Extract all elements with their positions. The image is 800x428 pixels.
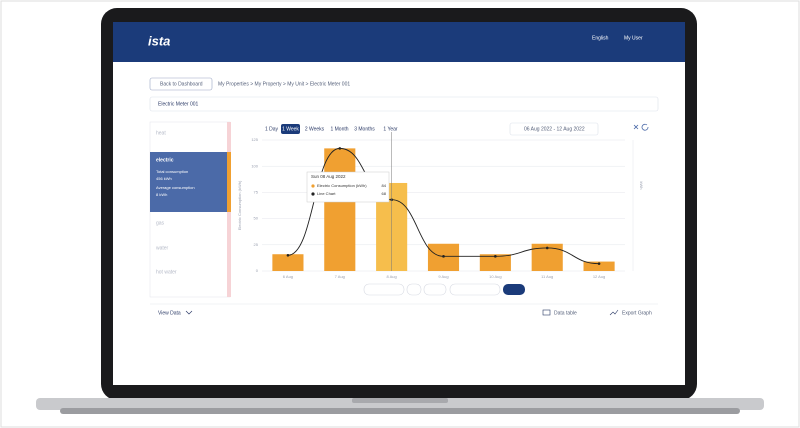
sidebar-detail: 456 kWh — [156, 176, 172, 181]
chart: 1 Day 1 Week 2 Weeks 1 Month 3 Months 1 Year 0… — [237, 124, 644, 279]
export-icon — [609, 309, 619, 316]
line-point — [286, 253, 290, 257]
laptop-notch — [352, 398, 448, 403]
period-label[interactable]: 1 Year — [383, 126, 398, 132]
bar — [583, 261, 615, 271]
header — [113, 22, 685, 62]
pager-pill[interactable] — [406, 283, 422, 296]
line-point — [338, 147, 342, 150]
tooltip-swatch — [311, 184, 315, 188]
period-button[interactable] — [262, 124, 281, 134]
period-label[interactable]: 1 Day — [265, 126, 279, 132]
pager-pill[interactable] — [449, 283, 501, 296]
period-button[interactable] — [330, 124, 349, 134]
bar — [324, 148, 356, 271]
tooltip — [306, 171, 390, 203]
period-label[interactable]: 1 Month — [330, 126, 348, 132]
breadcrumb: My Properties > My Property > My Unit > … — [218, 81, 350, 87]
language[interactable]: English — [592, 35, 609, 41]
x-tick-label: 11 Aug — [541, 274, 553, 279]
y-tick-label: 0 — [256, 268, 259, 273]
y-tick-label: 50 — [254, 216, 259, 221]
y-tick-label: 125 — [251, 137, 258, 142]
pager-active[interactable] — [503, 284, 525, 295]
logo[interactable]: ista — [148, 33, 170, 48]
sidebar-item[interactable]: heat — [156, 130, 166, 136]
y-tick-label: 75 — [254, 189, 259, 194]
x-tick-label: 9 Aug — [438, 274, 448, 279]
meter-select[interactable] — [149, 96, 659, 112]
y-axis-title: Electric Consumption (kWh) — [237, 180, 242, 230]
meter-label[interactable]: Electric Meter 001 — [158, 101, 199, 107]
user[interactable]: My User — [624, 35, 643, 41]
pager-pill[interactable] — [423, 283, 447, 296]
tooltip-value: 68 — [382, 191, 387, 196]
x-tick-label: 12 Aug — [593, 274, 605, 279]
data-table[interactable]: Data table — [554, 310, 577, 316]
view-data[interactable]: View Data — [158, 310, 181, 316]
back-label[interactable]: Back to Dashboard — [160, 81, 203, 87]
period-label[interactable]: 3 Months — [354, 126, 375, 132]
chevron — [185, 310, 193, 315]
line-point — [442, 255, 445, 258]
date-range-box[interactable] — [509, 122, 599, 136]
y2-axis-title: kWh — [639, 182, 644, 190]
line-point — [494, 255, 497, 258]
date-range[interactable]: 06 Aug 2022 - 12 Aug 2022 — [524, 126, 585, 132]
bar — [479, 254, 511, 271]
chart-tools[interactable] — [633, 123, 649, 131]
period-button[interactable] — [381, 124, 400, 134]
sidebar-item[interactable]: gas — [156, 220, 165, 226]
y-tick-label: 25 — [254, 242, 259, 247]
sidebar-marker — [227, 152, 231, 212]
y-tick-label: 100 — [251, 163, 258, 168]
tooltip-swatch — [311, 192, 315, 196]
line-point — [597, 262, 601, 265]
sidebar-detail: Total consumption — [156, 169, 188, 174]
sidebar-detail: 8 kWh — [156, 192, 167, 197]
tooltip-value: 84 — [382, 183, 387, 188]
x-tick-label: 6 Aug — [283, 274, 293, 279]
laptop-base-edge — [60, 408, 740, 414]
laptop-base — [36, 398, 764, 410]
period-label[interactable]: 2 Weeks — [305, 126, 325, 132]
pager-pill[interactable] — [363, 283, 405, 296]
sidebar-item[interactable]: electric — [156, 157, 174, 163]
x-tick-label: 10 Aug — [489, 274, 501, 279]
period-button[interactable] — [355, 124, 374, 134]
tooltip-title: Sun 08 Aug 2022 — [311, 174, 346, 179]
export-graph[interactable]: Export Graph — [622, 310, 652, 316]
sidebar-item[interactable]: hot water — [156, 269, 177, 275]
bar — [272, 254, 304, 271]
sidebar-item[interactable]: water — [156, 245, 169, 251]
period-button[interactable] — [305, 124, 324, 134]
period-label[interactable]: 1 Week — [282, 126, 299, 132]
sidebar-selected[interactable] — [150, 152, 227, 212]
x-tick-label: 8 Aug — [387, 274, 397, 279]
period-button[interactable] — [281, 124, 300, 134]
tooltip-series: Line Chart — [317, 191, 336, 196]
line-point — [545, 246, 549, 250]
sidebar-detail: Average consumption — [156, 185, 195, 190]
table-icon — [542, 309, 551, 316]
tooltip-series: Electric Consumption (kWh) — [317, 183, 367, 188]
back-button[interactable] — [149, 77, 213, 91]
x-tick-label: 7 Aug — [335, 274, 345, 279]
